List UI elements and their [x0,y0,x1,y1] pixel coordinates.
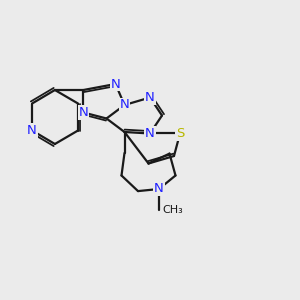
Text: N: N [145,127,155,140]
Text: N: N [27,124,37,137]
Text: N: N [120,98,129,112]
Text: N: N [145,91,155,104]
Text: N: N [111,77,120,91]
Text: N: N [79,106,88,119]
Text: N: N [154,182,164,196]
Text: S: S [176,127,184,140]
Text: CH₃: CH₃ [162,205,183,215]
